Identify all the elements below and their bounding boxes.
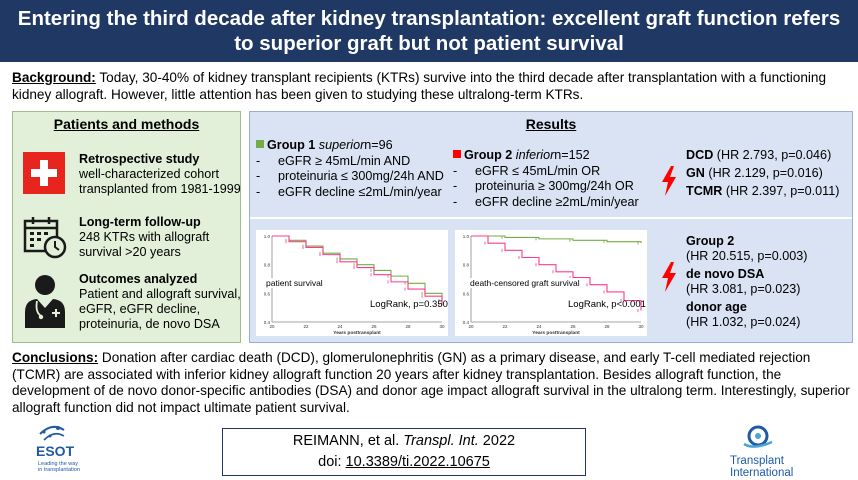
title-line-2: to superior graft but not patient surviv… xyxy=(234,32,624,55)
svg-text:International: International xyxy=(730,467,793,478)
pm-item-text: 248 KTRs with allograft survival >20 yea… xyxy=(79,230,210,259)
group-2-criterion: - proteinuria ≥ 300mg/24h OR xyxy=(453,179,634,193)
x-tick-label: 28 xyxy=(604,324,610,329)
y-tick-label: 0.6 xyxy=(463,291,470,296)
group-2-title: Group 2 xyxy=(464,148,513,162)
group-1-criterion: - proteinuria ≤ 300mg/24h AND xyxy=(256,169,444,183)
x-tick-label: 28 xyxy=(405,324,411,329)
results-divider xyxy=(250,217,852,219)
risk-factor-stat: (HR 1.032, p=0.024) xyxy=(686,315,801,329)
svg-text:ESOT: ESOT xyxy=(36,443,75,459)
chart-2-label: death-censored graft survival xyxy=(468,278,582,288)
svg-text:Transplant: Transplant xyxy=(730,455,785,467)
group-2-qualifier: inferior xyxy=(515,148,555,162)
risk-factor-stat: (HR 3.081, p=0.023) xyxy=(686,282,801,296)
background-section: Background: Today, 30-40% of kidney tran… xyxy=(12,69,852,103)
survival-curve-2 xyxy=(471,235,642,311)
conclusions-section: Conclusions: Donation after cardiac deat… xyxy=(12,350,850,416)
x-tick-label: 22 xyxy=(502,324,508,329)
risk-factor-stat: (HR 20.515, p=0.003) xyxy=(686,249,808,263)
risk-factor: TCMR (HR 2.397, p=0.011) xyxy=(686,184,840,198)
patients-methods-panel: Patients and methods Retrospective study… xyxy=(12,111,241,343)
pm-item-study: Retrospective study well-characterized c… xyxy=(79,152,241,197)
y-tick-label: 1.0 xyxy=(264,234,271,239)
group-1-qualifier: superior xyxy=(318,138,365,152)
lightning-bolt-icon xyxy=(662,166,676,196)
patients-methods-heading: Patients and methods xyxy=(53,116,200,132)
pm-item-title: Retrospective study xyxy=(79,152,200,166)
x-tick-label: 20 xyxy=(468,324,474,329)
y-tick-label: 1.0 xyxy=(463,234,470,239)
pm-item-followup: Long-term follow-up 248 KTRs with allogr… xyxy=(79,215,241,260)
group-1-n: n=96 xyxy=(364,138,393,152)
transplant-international-logo: Transplant International xyxy=(730,425,793,478)
pm-item-text: well-characterized cohort transplanted f… xyxy=(79,167,241,196)
journal-name: Transpl. Int. xyxy=(403,433,479,449)
title-line-1: Entering the third decade after kidney t… xyxy=(17,7,841,30)
lightning-bolt-icon xyxy=(662,262,676,292)
chart-1-label: patient survival xyxy=(264,278,325,288)
group-2-block: Group 2 inferiorn=152 - eGFR ≤ 45mL/min O… xyxy=(453,148,639,210)
risk-factor-name: de novo DSA xyxy=(686,267,765,281)
survival-curve-1 xyxy=(471,235,642,244)
x-tick-label: 30 xyxy=(439,324,445,329)
risk-factor: DCD (HR 2.793, p=0.046) xyxy=(686,148,832,162)
group-1-criterion: - eGFR decline ≤2mL/min/year xyxy=(256,184,442,199)
x-tick-label: 26 xyxy=(570,324,576,329)
group-2-swatch xyxy=(453,150,461,158)
pm-item-title: Long-term follow-up xyxy=(79,215,201,229)
citation-line: REIMANN, et al. Transpl. Int. 2022 xyxy=(292,433,516,449)
group-2-n: n=152 xyxy=(554,148,590,162)
group-2-criterion: - eGFR ≤ 45mL/min OR xyxy=(453,163,601,178)
doi-line: doi: 10.3389/ti.2022.10675 xyxy=(318,454,490,470)
function-risk-list: DCD (HR 2.793, p=0.046) GN (HR 2.129, p=… xyxy=(686,148,839,199)
survival-risk-list: Group 2 (HR 20.515, p=0.003) de novo DSA… xyxy=(686,234,807,330)
y-tick-label: 0.6 xyxy=(264,291,271,296)
esot-logo: ESOT Leading the way in transplantation xyxy=(36,425,80,473)
group-1-swatch xyxy=(256,140,264,148)
conclusions-text: Donation after cardiac death (DCD), glom… xyxy=(12,350,850,415)
doi-link[interactable]: 10.3389/ti.2022.10675 xyxy=(345,454,490,470)
x-tick-label: 30 xyxy=(638,324,644,329)
risk-factor: GN (HR 2.129, p=0.016) xyxy=(686,166,823,180)
svg-text:Leading the way: Leading the way xyxy=(38,461,78,467)
x-axis-label: Years posttransplant xyxy=(333,330,381,336)
x-tick-label: 24 xyxy=(536,324,542,329)
y-tick-label: 0.8 xyxy=(463,263,470,268)
x-tick-label: 22 xyxy=(303,324,309,329)
results-panel: Results Group 1 superiorn=96 - eGFR ≥ 45m… xyxy=(249,111,853,343)
group-2-criterion: - eGFR decline ≥2mL/min/year xyxy=(453,194,639,209)
doctor-icon xyxy=(25,275,65,328)
svg-text:in transplantation: in transplantation xyxy=(38,467,80,473)
y-tick-label: 0.4 xyxy=(463,320,470,325)
group-1-block: Group 1 superiorn=96 - eGFR ≥ 45mL/min AN… xyxy=(256,138,444,200)
pm-item-outcomes: Outcomes analyzed Patient and allograft … xyxy=(79,272,241,332)
x-tick-label: 26 xyxy=(371,324,377,329)
y-tick-label: 0.8 xyxy=(264,263,271,268)
title-banner: Entering the third decade after kidney t… xyxy=(0,0,858,62)
chart-1-logrank: LogRank, p=0.350 xyxy=(370,299,448,310)
results-heading: Results xyxy=(525,116,577,132)
swiss-flag-icon xyxy=(23,152,65,194)
x-tick-label: 24 xyxy=(337,324,343,329)
group-1-title: Group 1 xyxy=(267,138,316,152)
citation-box: REIMANN, et al. Transpl. Int. 2022 doi: … xyxy=(222,428,586,476)
pm-item-title: Outcomes analyzed xyxy=(79,272,198,286)
y-tick-label: 0.4 xyxy=(264,320,271,325)
risk-factor-name: donor age xyxy=(686,300,747,314)
x-axis-label: Years posttransplant xyxy=(532,330,580,336)
survival-curve-1 xyxy=(272,235,443,301)
calendar-clock-icon xyxy=(23,217,67,259)
conclusions-label: Conclusions: xyxy=(12,350,99,365)
survival-curve-2 xyxy=(272,235,443,305)
chart-2-logrank: LogRank, p<0.001 xyxy=(568,299,646,310)
group-1-criterion: - eGFR ≥ 45mL/min AND xyxy=(256,153,411,168)
risk-factor-name: Group 2 xyxy=(686,234,735,248)
background-label: Background: xyxy=(12,70,96,85)
background-text: Today, 30-40% of kidney transplant recip… xyxy=(12,70,827,102)
x-tick-label: 20 xyxy=(269,324,275,329)
pm-item-text: Patient and allograft survival, eGFR, eG… xyxy=(79,287,241,331)
